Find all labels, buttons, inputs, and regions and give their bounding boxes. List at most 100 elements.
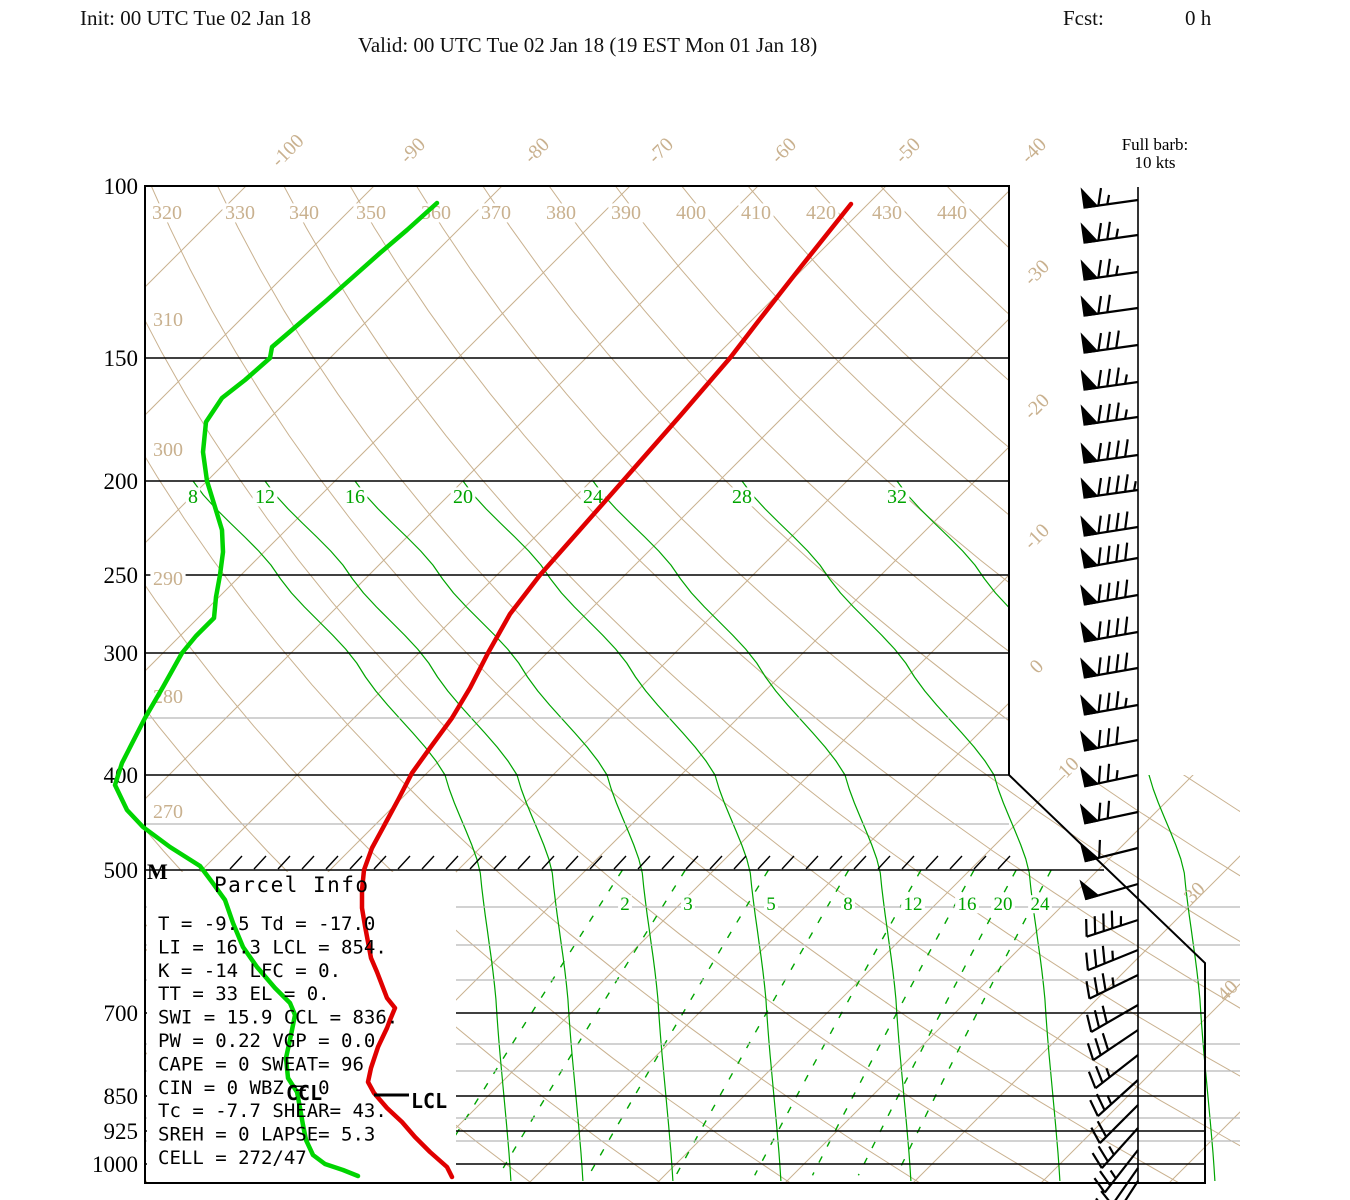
pressure-label: 100 <box>104 174 139 199</box>
wind-barb <box>1085 973 1139 1000</box>
pressure-label: 700 <box>104 1001 139 1026</box>
svg-text:340: 340 <box>289 202 319 224</box>
svg-text:8: 8 <box>188 486 198 508</box>
moist-adiabat-label: 24 <box>580 486 606 508</box>
dry-adiabat-label: 430 <box>869 202 905 224</box>
wind-barb <box>1085 1004 1139 1033</box>
barb-legend-line2: 10 kts <box>1134 153 1175 172</box>
parcel-info-line: SWI = 15.9 CCL = 836. <box>158 1007 398 1029</box>
barb-legend-line1: Full barb: <box>1122 135 1189 154</box>
svg-text:24: 24 <box>583 486 603 508</box>
pressure-label: 250 <box>104 563 139 588</box>
dry-adiabat-label: 350 <box>353 202 389 224</box>
svg-text:28: 28 <box>732 486 752 508</box>
mixing-ratio-label: 3 <box>681 894 695 915</box>
dry-adiabat-label: 360 <box>418 202 454 224</box>
wind-barb <box>1085 945 1139 972</box>
parcel-info-title: Parcel Info <box>214 873 370 897</box>
dewpoint-curve <box>112 200 440 1179</box>
parcel-info-line: CAPE = 0 SWEAT= 96 <box>158 1053 364 1075</box>
svg-text:-40: -40 <box>1017 134 1051 168</box>
svg-text:350: 350 <box>356 202 386 224</box>
mixing-ratio-label: 24 <box>1028 894 1052 915</box>
wind-barb <box>1080 542 1139 569</box>
svg-text:430: 430 <box>872 202 902 224</box>
pressure-label: 200 <box>104 469 139 494</box>
isotherm-label: -90 <box>396 134 430 168</box>
isotherm-label: -10 <box>1020 520 1054 554</box>
svg-text:310: 310 <box>153 309 183 331</box>
wind-barb <box>1079 800 1139 825</box>
isotherm-label: -40 <box>1017 134 1051 168</box>
dry-adiabat-label: 320 <box>149 202 185 224</box>
dry-adiabat-label: 420 <box>803 202 839 224</box>
isotherm-label: -20 <box>1020 390 1054 424</box>
svg-text:20: 20 <box>994 894 1013 915</box>
parcel-info-line: Tc = -7.7 SHEAR= 43. <box>158 1100 387 1122</box>
wind-barb <box>1080 402 1139 426</box>
svg-text:10: 10 <box>1054 753 1084 783</box>
svg-text:400: 400 <box>676 202 706 224</box>
isotherm-label: -60 <box>767 134 801 168</box>
dry-adiabat-label: 290 <box>150 568 186 590</box>
moist-adiabat-label: 16 <box>342 486 368 508</box>
dry-adiabat-label: 270 <box>150 801 186 823</box>
marker-lcl: LCL <box>411 1089 447 1113</box>
isotherm-label: -30 <box>1020 256 1054 290</box>
svg-text:360: 360 <box>421 202 451 224</box>
wind-barb <box>1095 1167 1139 1200</box>
dry-adiabat-label: 330 <box>222 202 258 224</box>
svg-text:-30: -30 <box>1020 256 1054 290</box>
chart-border <box>144 185 1206 1184</box>
svg-text:390: 390 <box>611 202 641 224</box>
wind-barb <box>1080 652 1139 679</box>
isotherm-label: -50 <box>891 134 925 168</box>
svg-text:-70: -70 <box>644 134 678 168</box>
wind-barb <box>1080 294 1139 317</box>
wind-barb <box>1080 579 1139 606</box>
svg-text:330: 330 <box>225 202 255 224</box>
wind-barb <box>1086 1029 1139 1062</box>
svg-text:290: 290 <box>153 568 183 590</box>
dry-adiabat-label: 440 <box>934 202 970 224</box>
svg-text:-60: -60 <box>767 134 801 168</box>
moist-adiabat-label: 20 <box>450 486 476 508</box>
svg-text:-10: -10 <box>1020 520 1054 554</box>
hatch-500mb <box>229 855 1011 870</box>
wind-barb <box>1079 839 1139 863</box>
dry-adiabat-label: 400 <box>673 202 709 224</box>
wind-barb <box>1080 439 1139 464</box>
mixing-ratio-label: 16 <box>955 894 979 915</box>
valid-time: Valid: 00 UTC Tue 02 Jan 18 (19 EST Mon … <box>358 33 818 57</box>
svg-text:-100: -100 <box>267 130 308 171</box>
svg-text:270: 270 <box>153 801 183 823</box>
wind-barb <box>1093 1149 1139 1194</box>
isotherm-label: -100 <box>267 130 308 171</box>
init-time: Init: 00 UTC Tue 02 Jan 18 <box>80 6 312 30</box>
marker-m: M <box>147 859 168 884</box>
svg-text:-20: -20 <box>1020 390 1054 424</box>
mixing-ratio-label: 12 <box>901 894 925 915</box>
isotherm-label: 10 <box>1054 753 1084 783</box>
isotherm-label: -70 <box>644 134 678 168</box>
parcel-info-line: CIN = 0 WBZ = 0 <box>158 1077 330 1099</box>
wind-barb <box>1107 1180 1139 1200</box>
mixing-ratio-lines <box>430 869 1052 1176</box>
wind-barb <box>1080 511 1139 537</box>
wind-barb <box>1087 1054 1139 1090</box>
svg-text:5: 5 <box>766 894 776 915</box>
dry-adiabat-label: 370 <box>478 202 514 224</box>
dry-adiabat-label: 390 <box>608 202 644 224</box>
svg-text:16: 16 <box>958 894 977 915</box>
svg-text:20: 20 <box>453 486 473 508</box>
parcel-info-panel <box>147 872 456 1182</box>
mixing-ratio-label: 8 <box>841 894 855 915</box>
svg-text:-90: -90 <box>396 134 430 168</box>
parcel-info-line: T = -9.5 Td = -17.0 <box>158 913 375 935</box>
pressure-label: 300 <box>104 641 139 666</box>
dry-adiabat-label: 340 <box>286 202 322 224</box>
svg-text:410: 410 <box>741 202 771 224</box>
